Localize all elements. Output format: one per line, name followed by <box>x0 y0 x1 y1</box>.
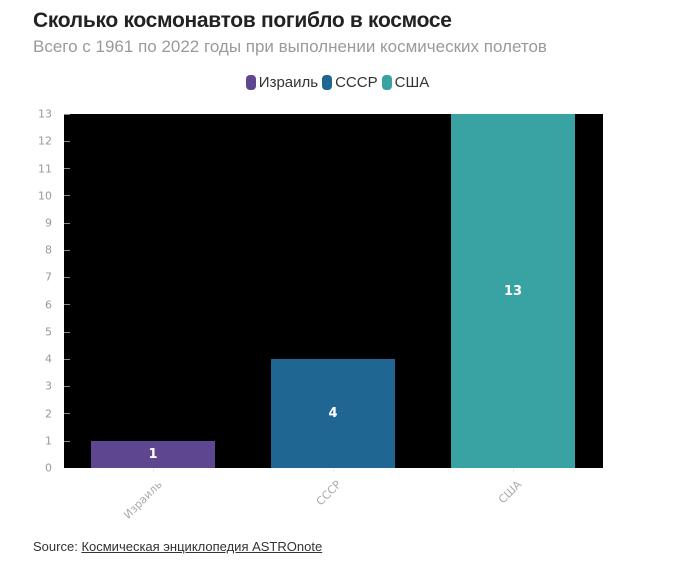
y-tick-label: 10 <box>38 189 52 203</box>
legend-label: СССР <box>335 74 378 91</box>
y-tick-label: 5 <box>45 325 52 339</box>
legend-label: Израиль <box>258 74 319 91</box>
x-label-usa: США <box>495 478 525 507</box>
y-tick-label: 8 <box>45 243 52 257</box>
y-tick-label: 0 <box>45 461 52 475</box>
y-tick-mark <box>64 386 70 387</box>
legend-swatch-icon <box>381 75 392 90</box>
chart-subtitle: Всего с 1961 по 2022 годы при выполнении… <box>33 37 547 56</box>
y-tick-mark <box>64 277 70 278</box>
y-tick-label: 12 <box>38 134 52 148</box>
y-tick-mark <box>64 441 70 442</box>
y-tick-mark <box>64 168 70 169</box>
legend-swatch-icon <box>322 75 333 90</box>
bar-value-label: 1 <box>148 447 158 462</box>
bar-israel[interactable]: 1 <box>91 441 215 468</box>
legend-item-usa[interactable]: США <box>381 74 430 91</box>
y-tick-mark <box>64 223 70 224</box>
bar-usa[interactable]: 13 <box>451 114 575 468</box>
y-tick-label: 6 <box>45 298 52 312</box>
y-tick-mark <box>64 195 70 196</box>
bar-ussr[interactable]: 4 <box>271 359 395 468</box>
y-tick-label: 9 <box>45 216 52 230</box>
chart-legend: Израиль СССР США <box>0 74 675 91</box>
source-prefix: Source: <box>33 539 78 554</box>
y-tick-mark <box>64 141 70 142</box>
y-tick-label: 1 <box>45 434 52 448</box>
bar-value-label: 13 <box>503 283 523 299</box>
y-tick-label: 3 <box>45 379 52 393</box>
x-label-ussr: СССР <box>314 478 345 509</box>
y-tick-label: 2 <box>45 407 52 420</box>
x-tick-mark <box>153 468 154 473</box>
y-tick-mark <box>64 332 70 333</box>
x-label-israel: Израиль <box>120 478 165 522</box>
y-tick-mark <box>64 250 70 251</box>
bar-value-label: 4 <box>328 406 338 421</box>
y-tick-mark <box>64 304 70 305</box>
y-tick-mark <box>64 359 70 360</box>
legend-label: США <box>394 74 430 91</box>
y-tick-mark <box>64 114 70 115</box>
x-tick-mark <box>333 468 334 473</box>
legend-item-ussr[interactable]: СССР <box>322 74 378 91</box>
y-tick-label: 4 <box>45 352 52 366</box>
source-note: Source: Космическая энциклопедия ASTROno… <box>33 539 322 554</box>
y-tick-label: 7 <box>45 270 52 284</box>
y-tick-label: 11 <box>38 162 52 175</box>
chart-title: Сколько космонавтов погибло в космосе <box>33 9 452 32</box>
legend-item-israel[interactable]: Израиль <box>245 74 319 91</box>
y-tick-mark <box>64 413 70 414</box>
source-link[interactable]: Космическая энциклопедия ASTROnote <box>81 539 323 554</box>
x-tick-mark <box>513 468 514 473</box>
y-tick-label: 13 <box>38 107 52 121</box>
legend-swatch-icon <box>245 75 256 90</box>
